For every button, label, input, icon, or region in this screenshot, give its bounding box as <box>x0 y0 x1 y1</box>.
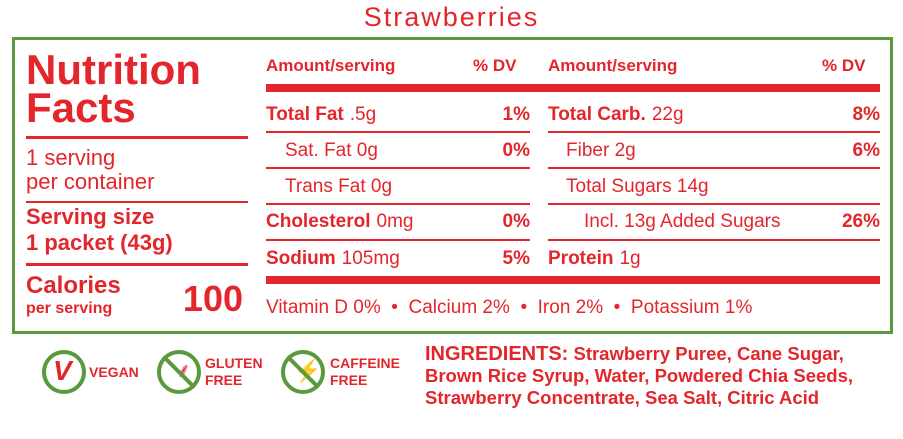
divider <box>26 201 248 203</box>
row-divider <box>548 239 880 241</box>
serving-size-label: Serving size <box>26 204 155 229</box>
vegan-icon: V <box>42 350 86 394</box>
nutrient-row: Total Carb. 22g <box>548 104 684 126</box>
calories-subtitle: per serving <box>26 300 113 317</box>
ingredients-text: Strawberry Puree, Cane Sugar, Brown Rice… <box>425 343 854 408</box>
nutrient-amount: 22g <box>651 104 684 125</box>
nutrient-dv: 8% <box>852 104 880 125</box>
gluten-free-icon: ⸙ <box>157 350 201 394</box>
nutrient-row: Sodium 105mg <box>266 248 400 270</box>
nutrient-row: Total Fat .5g <box>266 104 376 126</box>
row-divider <box>548 203 880 205</box>
divider <box>26 136 248 139</box>
nutrient-amount: 105mg <box>341 248 400 269</box>
nutrient-dv: 0% <box>502 211 530 232</box>
badge-gluten-label-2: FREE <box>205 372 243 388</box>
nutrient-name: Trans Fat 0g <box>285 176 393 197</box>
badge-vegan-label: VEGAN <box>89 364 139 380</box>
nutrient-dv: 0% <box>502 140 530 161</box>
row-divider <box>266 239 530 241</box>
heading-facts: Facts <box>26 84 136 131</box>
divider <box>26 263 248 266</box>
header-amount-2: Amount/serving <box>548 56 678 75</box>
nutrient-amount: 0mg <box>376 211 414 232</box>
servings-per-container: 1 serving <box>26 145 116 170</box>
nutrient-name: Protein <box>548 248 614 269</box>
nutrient-row: Fiber 2g <box>566 140 636 162</box>
nutrient-dv: 1% <box>502 104 530 125</box>
nutrient-amount: 1g <box>619 248 641 269</box>
serving-size-value: 1 packet (43g) <box>26 230 173 255</box>
calories-value: 100 <box>182 278 243 319</box>
nutrient-name: Sodium <box>266 248 336 269</box>
header-dv-1: % DV <box>473 56 517 75</box>
nutrient-row: Protein 1g <box>548 248 641 270</box>
nutrient-name: Total Carb. <box>548 104 646 125</box>
nutrient-name: Cholesterol <box>266 211 371 232</box>
nutrient-name: Sat. Fat 0g <box>285 140 378 161</box>
badge-caffeine-label-2: FREE <box>330 372 368 388</box>
header-dv-2: % DV <box>822 56 866 75</box>
nutrient-name: Incl. 13g Added Sugars <box>584 211 781 232</box>
nutrient-name: Total Sugars 14g <box>566 176 709 197</box>
nutrient-name: Total Fat <box>266 104 344 125</box>
ingredients: INGREDIENTS: Strawberry Puree, Cane Suga… <box>425 343 875 409</box>
row-divider <box>266 131 530 133</box>
ingredients-label: INGREDIENTS: <box>425 343 569 365</box>
header-amount-1: Amount/serving <box>266 56 396 75</box>
row-divider <box>548 131 880 133</box>
calories-label: Calories <box>26 272 121 299</box>
badge-caffeine-label: CAFFEINE <box>330 355 400 371</box>
heading-nutrition: Nutrition <box>26 46 201 93</box>
nutrient-dv: 26% <box>841 211 880 232</box>
nutrient-dv: 6% <box>852 140 880 161</box>
product-title: Strawberries <box>363 2 540 32</box>
vitamins-minerals: Vitamin D 0% • Calcium 2% • Iron 2% • Po… <box>266 297 753 318</box>
nutrition-facts-panel <box>12 37 893 334</box>
nutrient-row: Incl. 13g Added Sugars <box>584 211 780 233</box>
nutrient-row: Sat. Fat 0g <box>285 140 378 162</box>
nutrient-row: Total Sugars 14g <box>566 176 709 198</box>
thick-bar <box>266 84 880 92</box>
row-divider <box>548 167 880 169</box>
badge-gluten-label: GLUTEN <box>205 355 263 371</box>
nutrient-amount: .5g <box>349 104 377 125</box>
row-divider <box>266 167 530 169</box>
nutrient-name: Fiber 2g <box>566 140 636 161</box>
caffeine-free-icon: ⚡ <box>281 350 325 394</box>
servings-per-container-2: per container <box>26 169 155 194</box>
thick-bar <box>266 276 880 284</box>
nutrient-row: Cholesterol 0mg <box>266 211 414 233</box>
nutrient-dv: 5% <box>502 248 530 269</box>
row-divider <box>266 203 530 205</box>
nutrient-row: Trans Fat 0g <box>285 176 392 198</box>
